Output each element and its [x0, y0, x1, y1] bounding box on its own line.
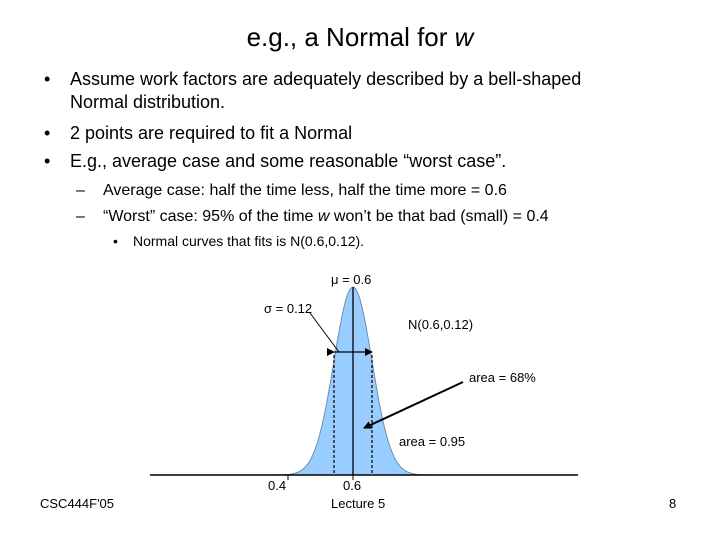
tick-label-04: 0.4 — [268, 478, 286, 493]
bullet-3-text: E.g., average case and some reasonable “… — [70, 151, 507, 171]
sub-bullet-1: – Average case: half the time less, half… — [76, 180, 663, 202]
sub-bullet-2: – “Worst” case: 95% of the time w won’t … — [76, 206, 663, 228]
sigma-label: σ = 0.12 — [264, 301, 312, 316]
sub-bullet-2-text: “Worst” case: 95% of the time w won’t be… — [103, 206, 663, 228]
area-95-label: area = 0.95 — [399, 434, 465, 449]
area-68-label: area = 68% — [469, 370, 536, 385]
title-text: e.g., a Normal for — [246, 22, 455, 52]
bell-curve-fill — [150, 287, 578, 475]
sub-bullet-1-text: Average case: half the time less, half t… — [103, 182, 507, 199]
dash-mark: – — [76, 208, 85, 225]
dash-mark: – — [76, 182, 85, 199]
area-68-label-box — [465, 366, 552, 388]
tick-label-06: 0.6 — [343, 478, 361, 493]
sub-bullet-2-variable: w — [317, 208, 330, 225]
title-variable: w — [454, 22, 474, 52]
sigma-leader-line — [309, 312, 340, 353]
sub-bullet-2-before: “Worst” case: 95% of the time — [103, 208, 318, 225]
bullet-1-line-2: Normal distribution. — [70, 92, 226, 112]
subsub-bullet-text: Normal curves that fits is N(0.6,0.12). — [133, 233, 365, 249]
bullet-1: • Assume work factors are adequately des… — [44, 68, 670, 114]
slide-title: e.g., a Normal for w — [0, 20, 720, 54]
subsub-bullet: • Normal curves that fits is N(0.6,0.12)… — [113, 232, 613, 250]
footer-page-number: 8 — [669, 496, 677, 511]
bullet-2-text: 2 points are required to fit a Normal — [70, 123, 353, 143]
bullet-2: • 2 points are required to fit a Normal — [44, 122, 670, 145]
bullet-3: • E.g., average case and some reasonable… — [44, 150, 670, 173]
distribution-label: N(0.6,0.12) — [408, 317, 473, 332]
bullet-mark: • — [44, 151, 51, 171]
sub-bullet-2-after: won’t be that bad (small) = 0.4 — [329, 208, 549, 225]
mu-label: μ = 0.6 — [331, 272, 371, 287]
footer-lecture: Lecture 5 — [331, 496, 386, 511]
bullet-mark: • — [113, 233, 118, 249]
bullet-1-line-1: Assume work factors are adequately descr… — [70, 69, 582, 89]
footer-course: CSC444F'05 — [40, 496, 115, 511]
area-68-arrow — [363, 381, 464, 429]
bullet-mark: • — [44, 123, 51, 143]
bullet-mark: • — [44, 69, 51, 89]
